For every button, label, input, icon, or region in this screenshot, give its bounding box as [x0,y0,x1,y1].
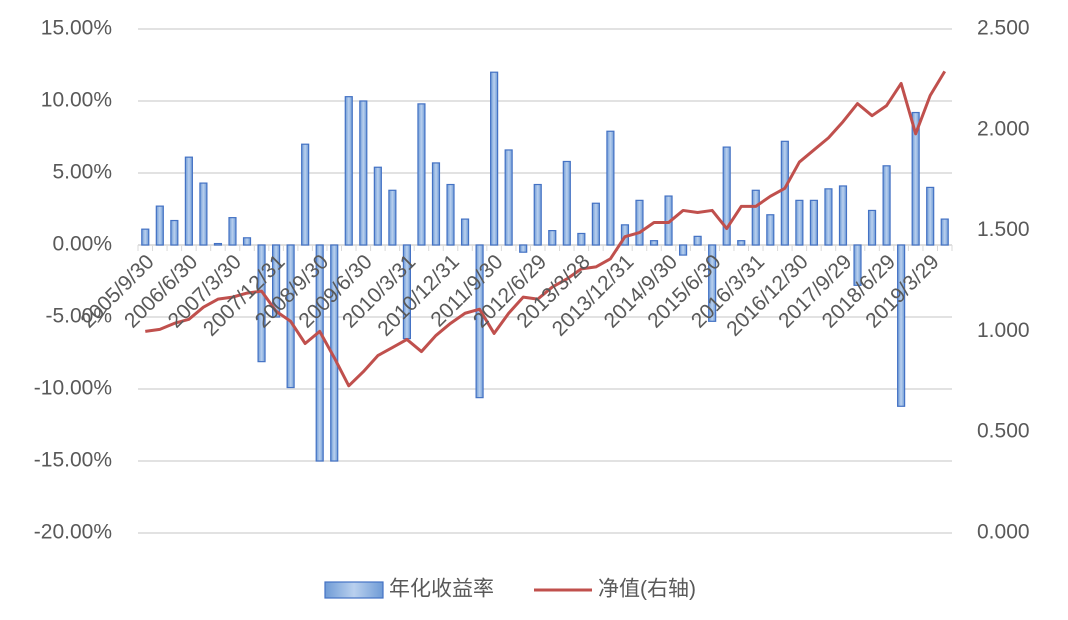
bar [679,244,688,256]
bar [315,244,324,462]
bar [838,185,848,246]
bar [460,218,470,246]
y2-tick-label: 0.000 [977,521,1030,544]
bar [897,244,906,407]
bar [693,235,702,246]
y-tick-label: 10.00% [41,89,112,112]
bar [606,130,615,246]
bar [213,242,223,246]
bar [795,199,804,246]
bar [344,96,353,246]
y-tick-label: 5.00% [52,161,112,184]
y-tick-label: 15.00% [41,17,112,40]
bar [780,140,789,246]
bar [141,228,150,246]
bar [722,146,731,246]
y-tick-label: -5.00% [45,305,112,328]
y2-tick-label: 1.500 [977,218,1030,241]
bar [940,218,949,246]
bar [867,209,877,246]
line [145,70,947,388]
y-tick-label: 0.00% [52,233,112,256]
bar [824,188,833,246]
bar [577,232,586,246]
y-tick-label: -15.00% [34,449,112,472]
bar [853,244,862,286]
bar [155,205,164,246]
bar [708,244,717,322]
y2-tick-label: 2.000 [977,117,1030,140]
bar [591,202,600,246]
bar [373,166,382,246]
bar [242,237,252,246]
bar [548,230,557,246]
legend-swatch [324,581,384,599]
bar [417,103,426,246]
bar [504,149,513,246]
y-tick-label: -20.00% [34,521,112,544]
bar [301,143,310,246]
bar [751,189,760,246]
y2-tick-label: 0.500 [977,420,1030,443]
bar [490,71,499,246]
bar [519,244,528,253]
bar [649,240,659,246]
bar [388,189,397,246]
bar [199,182,208,246]
bar [926,186,935,246]
bar [635,199,644,246]
legend-label: 年化收益率 [389,578,494,601]
bar [257,244,266,363]
bar [882,165,891,246]
bar [533,183,542,246]
bar [431,162,441,246]
legend-label: 净值(右轴) [598,578,696,601]
bar [286,244,295,389]
bar [766,214,775,246]
y-tick-label: -10.00% [34,377,112,400]
bar [446,183,455,246]
bar [809,199,818,246]
y2-tick-label: 1.000 [977,319,1030,342]
bar [359,100,368,246]
bar [475,244,484,399]
bar [272,244,281,318]
y2-tick-label: 2.500 [977,17,1030,40]
bar [170,219,179,246]
bar [737,240,746,246]
bar [562,160,571,246]
bar [228,217,237,246]
bar [911,111,920,246]
bar [184,156,193,246]
